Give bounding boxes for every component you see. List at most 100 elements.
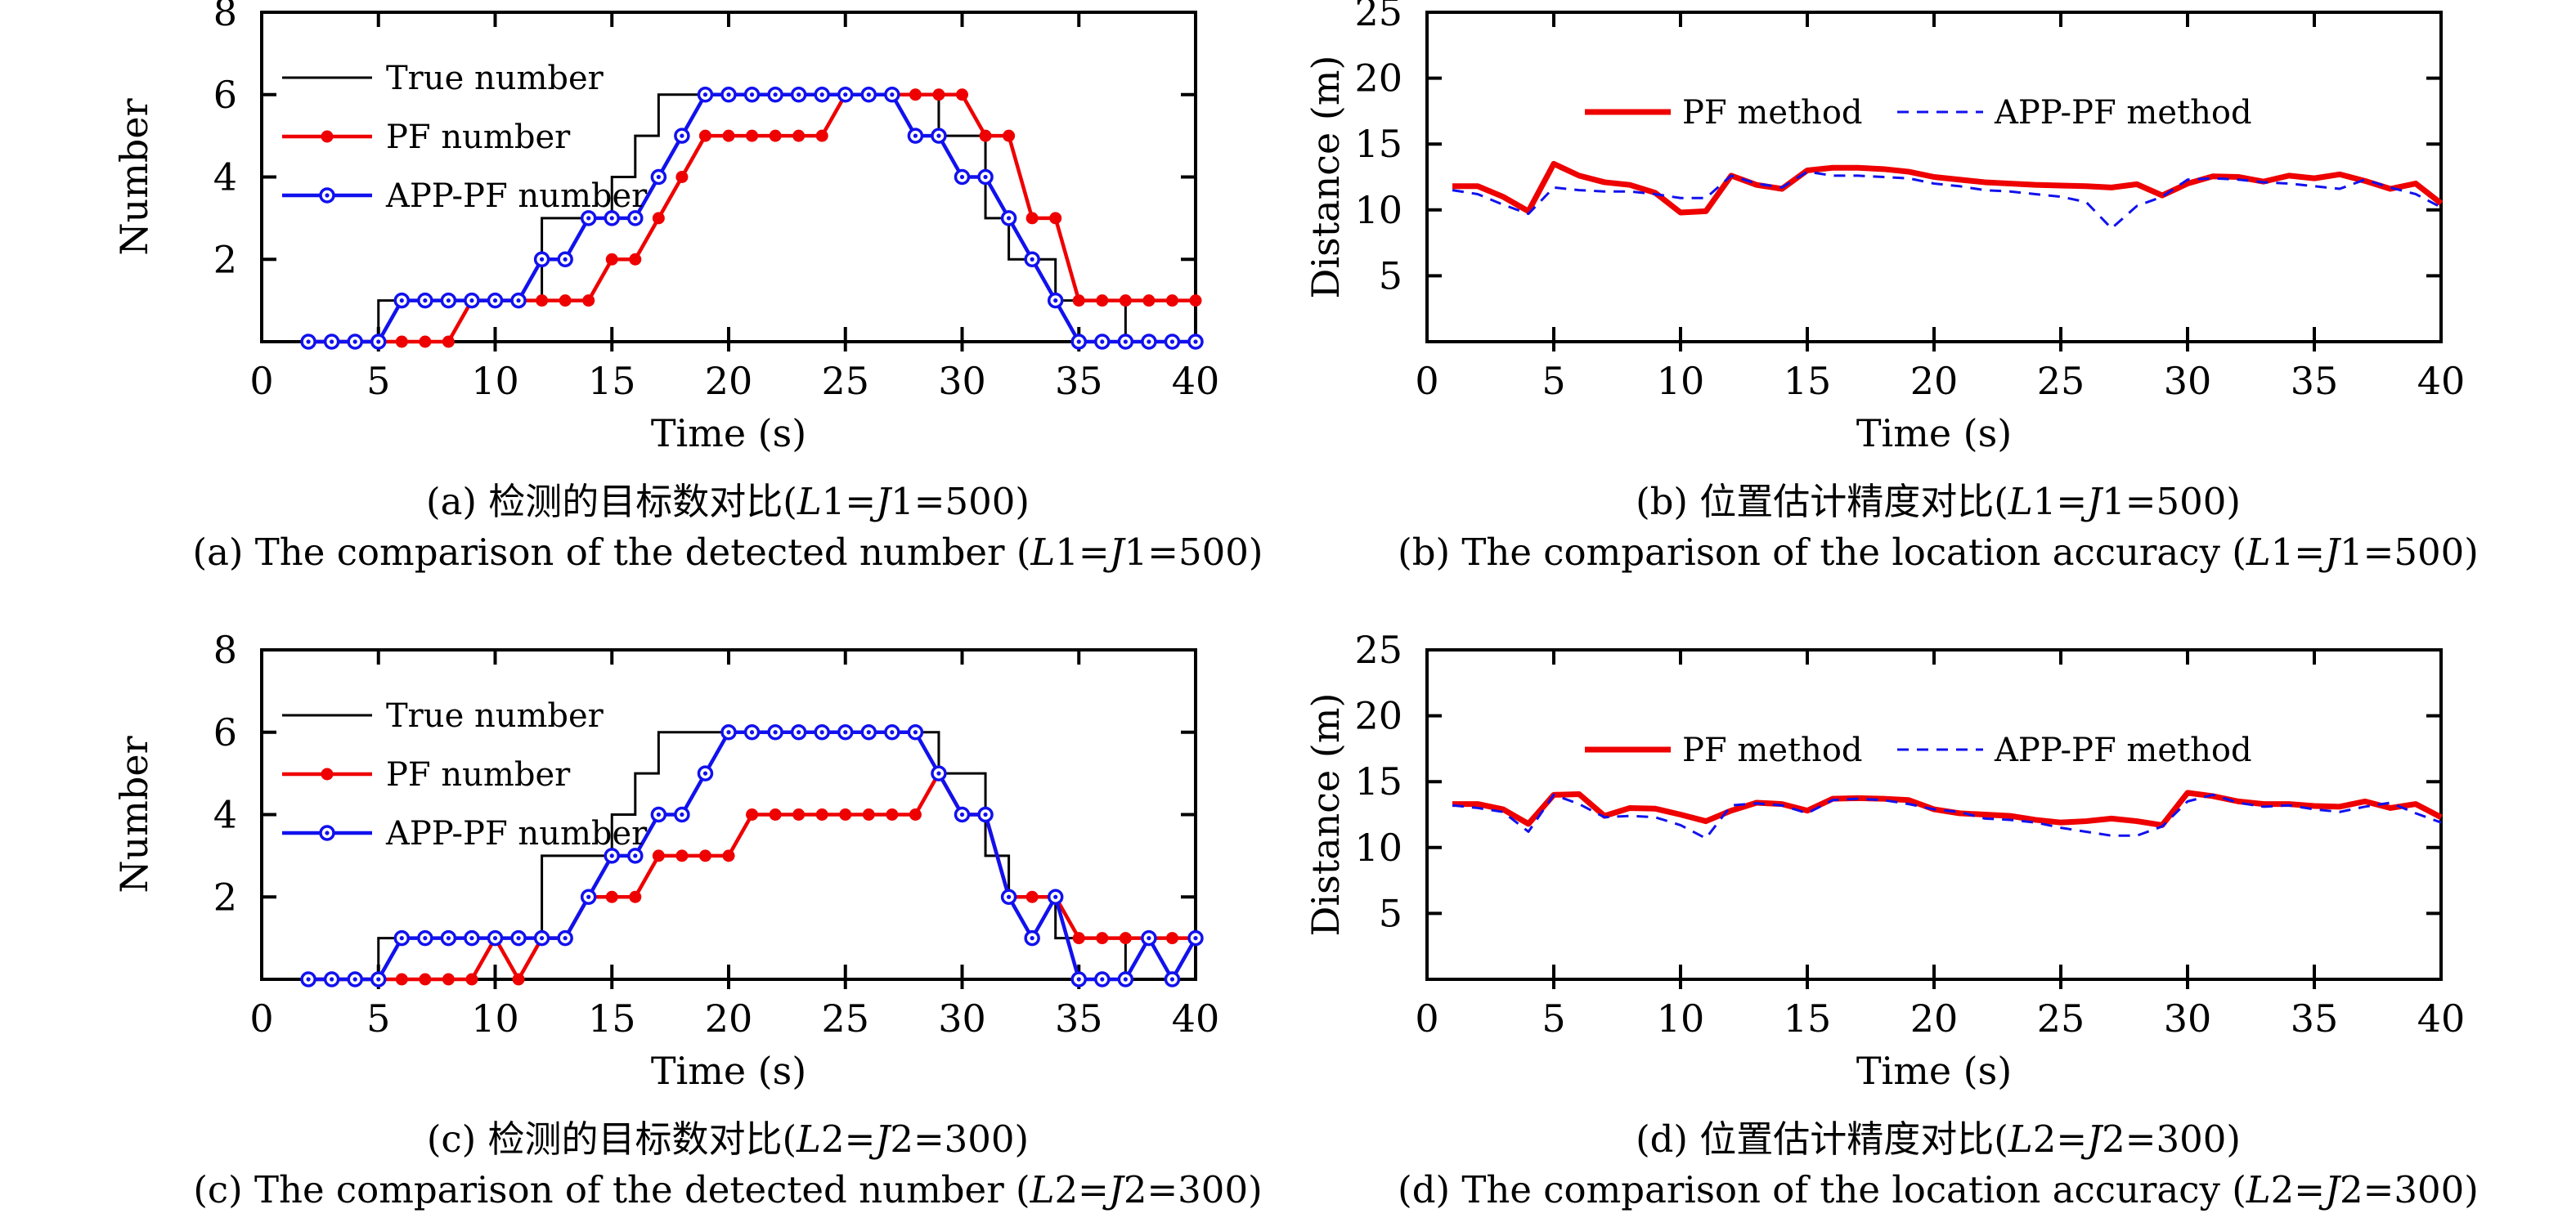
app-pf-marker-dot <box>702 771 708 776</box>
app-pf-marker-dot <box>843 92 848 97</box>
pf-marker <box>419 335 432 348</box>
x-tick-label: 10 <box>1657 359 1705 403</box>
x-tick-label: 10 <box>471 996 519 1041</box>
x-axis-title: Time (s) <box>1856 411 2012 455</box>
x-tick-label: 35 <box>1055 359 1103 403</box>
caption-a-zh: (a) 检测的目标数对比(L1=J1=500) <box>426 480 1030 523</box>
app-pf-marker-dot <box>1030 257 1034 262</box>
y-tick-label: 15 <box>1354 759 1402 804</box>
pf-marker <box>815 808 828 821</box>
x-tick-label: 40 <box>2417 996 2466 1041</box>
app-pf-marker-dot <box>306 977 311 982</box>
legend-label: APP-PF method <box>1994 94 2252 132</box>
app-pf-marker-dot <box>586 216 591 221</box>
x-tick-label: 25 <box>821 996 869 1041</box>
app-pf-marker-dot <box>726 92 731 97</box>
pf-marker <box>722 129 735 142</box>
x-tick-label: 0 <box>1415 359 1438 403</box>
legend-label: PF number <box>386 119 571 156</box>
app-pf-marker-dot <box>913 133 918 138</box>
y-tick-label: 25 <box>1354 628 1402 672</box>
y-tick-label: 10 <box>1354 188 1402 232</box>
legend-label: APP-PF number <box>385 177 648 215</box>
chart-d: 0 5 10 15 20 25 30 35 40 5 10 15 20 25 Time (s) Distanc… <box>1304 628 2465 1093</box>
app-pf-marker-dot <box>446 298 451 303</box>
pf-marker <box>419 973 432 986</box>
pf-marker <box>792 808 806 821</box>
caption-c-zh: (c) 检测的目标数对比(L2=J2=300) <box>426 1117 1030 1161</box>
app-pf-method-line <box>1452 793 2442 840</box>
app-pf-marker-dot <box>749 92 755 97</box>
pf-marker <box>839 808 852 821</box>
y-tick-label: 25 <box>1354 0 1402 34</box>
app-pf-marker-dot <box>376 977 381 982</box>
pf-marker <box>1165 932 1178 945</box>
pf-marker <box>1119 294 1132 307</box>
pf-marker <box>909 808 922 821</box>
caption-b-en: (b) The comparison of the location accur… <box>1398 531 2479 574</box>
app-pf-marker-dot <box>797 730 801 735</box>
y-axis-title: Distance (m) <box>1304 56 1348 299</box>
pf-marker <box>1119 932 1132 945</box>
x-tick-label: 40 <box>1172 359 1220 403</box>
x-tick-label: 35 <box>2291 996 2339 1041</box>
app-pf-marker-dot <box>1053 894 1058 899</box>
app-pf-marker-dot <box>352 339 357 344</box>
x-tick-label: 0 <box>1415 996 1438 1041</box>
pf-marker <box>321 768 334 781</box>
legend-d: PF method APP-PF method <box>1585 732 2252 769</box>
app-pf-marker-dot <box>680 133 684 138</box>
app-pf-marker-dot <box>983 812 988 817</box>
app-pf-marker-dot <box>516 298 521 303</box>
y-tick-label: 5 <box>1379 891 1402 935</box>
x-tick-label: 40 <box>2417 359 2466 403</box>
app-pf-marker-dot <box>423 936 428 941</box>
caption-b-zh: (b) 位置估计精度对比(L1=J1=500) <box>1636 480 2241 523</box>
app-pf-marker-dot <box>352 977 357 982</box>
pf-number-line <box>308 771 1196 982</box>
pf-marker <box>698 129 711 142</box>
app-pf-marker-dot <box>1030 936 1034 941</box>
x-tick-label: 5 <box>366 996 390 1041</box>
legend-a: True number PF number APP-PF number <box>282 60 648 215</box>
app-pf-marker-dot <box>330 339 334 344</box>
pf-method-line <box>1452 160 2444 216</box>
x-tick-label: 25 <box>2037 996 2085 1041</box>
x-tick-label: 30 <box>938 996 986 1041</box>
app-pf-marker-dot <box>890 730 895 735</box>
x-axis-title: Time (s) <box>1856 1049 2012 1093</box>
app-pf-marker-dot <box>656 812 661 817</box>
y-tick-label: 4 <box>213 155 237 199</box>
x-tick-label: 25 <box>2037 359 2085 403</box>
caption-c-en: (c) The comparison of the detected numbe… <box>193 1168 1263 1211</box>
x-tick-label: 0 <box>249 359 273 403</box>
x-tick-label: 35 <box>1055 996 1103 1041</box>
pf-method-line <box>1452 790 2443 828</box>
legend-label: PF number <box>386 756 571 794</box>
pf-marker <box>536 294 549 307</box>
x-tick-label: 35 <box>2291 359 2339 403</box>
app-pf-marker-dot <box>633 853 638 858</box>
x-tick-label: 25 <box>821 359 869 403</box>
app-pf-marker-dot <box>633 216 638 221</box>
y-tick-label: 8 <box>213 628 237 672</box>
y-axis-title: Number <box>112 98 156 255</box>
app-pf-number-line-markers <box>300 87 1204 350</box>
app-pf-marker-dot <box>1123 339 1128 344</box>
app-pf-marker-dot <box>726 730 731 735</box>
pf-marker <box>629 253 642 266</box>
pf-marker <box>769 808 782 821</box>
pf-marker <box>582 294 595 307</box>
caption-a-en: (a) The comparison of the detected numbe… <box>192 531 1263 574</box>
app-pf-marker-dot <box>469 298 474 303</box>
pf-marker <box>1189 294 1202 307</box>
y-tick-label: 20 <box>1354 694 1402 738</box>
app-pf-marker-dot <box>423 298 428 303</box>
pf-marker <box>465 973 478 986</box>
pf-marker <box>722 849 735 862</box>
app-pf-marker-dot <box>843 730 848 735</box>
x-tick-label: 20 <box>1910 996 1959 1041</box>
x-tick-label: 20 <box>705 996 753 1041</box>
